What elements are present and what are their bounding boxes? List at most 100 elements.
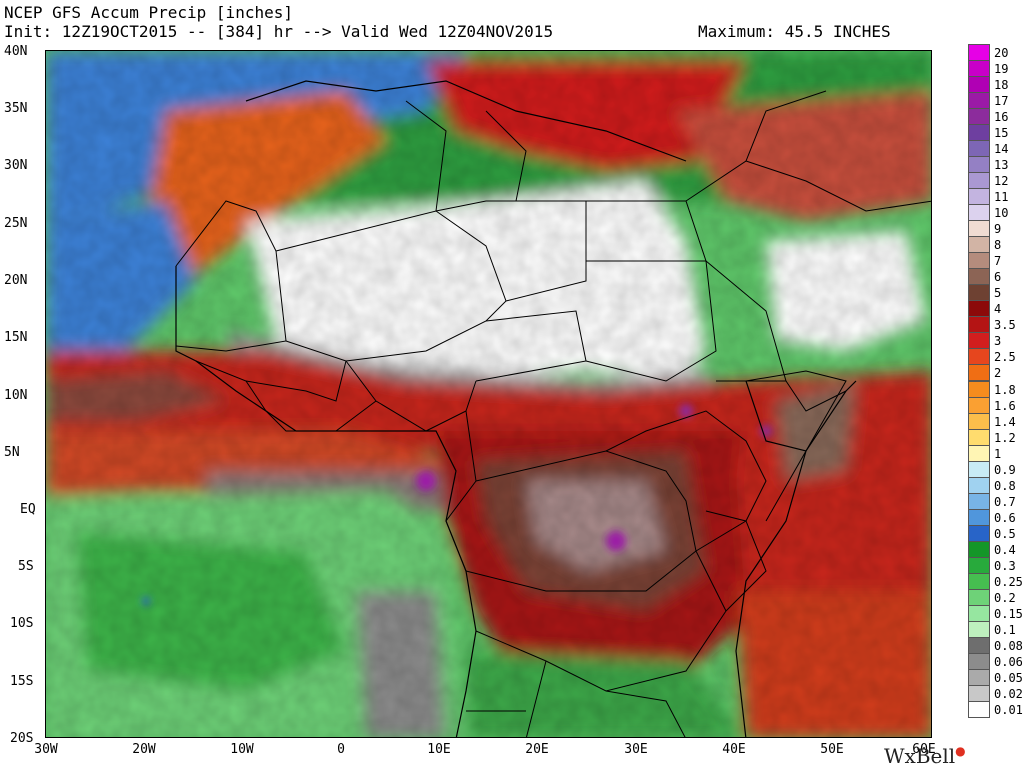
colorbar-label: 13	[994, 158, 1009, 173]
colorbar-label: 4	[994, 302, 1002, 317]
lat-label: 15N	[4, 330, 28, 345]
colorbar-swatch	[968, 204, 990, 222]
colorbar-swatch	[968, 572, 990, 590]
colorbar-label: 12	[994, 174, 1009, 189]
map-title: NCEP GFS Accum Precip [inches]	[4, 3, 293, 22]
colorbar-swatch	[968, 60, 990, 78]
lon-label: 40E	[722, 742, 746, 757]
colorbar-label: 18	[994, 78, 1009, 93]
lat-label: 5N	[4, 445, 20, 460]
colorbar-label: 0.06	[994, 654, 1023, 669]
colorbar-swatch	[968, 492, 990, 510]
colorbar-swatch	[968, 316, 990, 334]
colorbar-label: 8	[994, 238, 1002, 253]
colorbar-swatch	[968, 700, 990, 718]
colorbar-label: 2.5	[994, 350, 1016, 365]
colorbar-label: 6	[994, 270, 1002, 285]
colorbar-swatch	[968, 556, 990, 574]
wxbell-logo: WxBell●	[884, 744, 966, 768]
colorbar-swatch	[968, 236, 990, 254]
colorbar-label: 2	[994, 366, 1002, 381]
lat-label: 10S	[10, 616, 34, 631]
colorbar-label: 7	[994, 254, 1002, 269]
precip-map	[45, 50, 932, 738]
colorbar-label: 0.01	[994, 702, 1023, 717]
colorbar-label: 16	[994, 110, 1009, 125]
lat-label: 20S	[10, 731, 34, 746]
colorbar-label: 0.1	[994, 622, 1016, 637]
colorbar-label: 15	[994, 126, 1009, 141]
colorbar-label: 3.5	[994, 318, 1016, 333]
lon-label: 10W	[230, 742, 254, 757]
colorbar-swatch	[968, 684, 990, 702]
lat-label: 40N	[4, 44, 28, 59]
colorbar-swatch	[968, 364, 990, 382]
colorbar-swatch	[968, 412, 990, 430]
colorbar-label: 20	[994, 46, 1009, 60]
colorbar-swatch	[968, 252, 990, 270]
colorbar-label: 0.6	[994, 510, 1016, 525]
brand-dot-icon: ●	[955, 744, 966, 758]
colorbar-label: 11	[994, 190, 1009, 205]
colorbar-swatch	[968, 188, 990, 206]
lat-label: 25N	[4, 216, 28, 231]
lon-label: 30E	[624, 742, 648, 757]
colorbar-swatch	[968, 284, 990, 302]
lon-label: 30W	[34, 742, 58, 757]
lon-label: 20W	[132, 742, 156, 757]
colorbar-swatch	[968, 268, 990, 286]
colorbar-label: 0.8	[994, 478, 1016, 493]
colorbar-swatch	[968, 332, 990, 350]
colorbar-swatch	[968, 92, 990, 110]
lon-label: 60E	[912, 742, 936, 757]
lat-label: 35N	[4, 101, 28, 116]
colorbar-label: 0.3	[994, 558, 1016, 573]
colorbar-label: 0.7	[994, 494, 1016, 509]
colorbar-label: 9	[994, 222, 1002, 237]
colorbar-swatch	[968, 460, 990, 478]
colorbar-swatch	[968, 476, 990, 494]
colorbar-label: 0.5	[994, 526, 1016, 541]
colorbar-label: 0.25	[994, 574, 1023, 589]
colorbar-swatch	[968, 604, 990, 622]
colorbar-label: 0.2	[994, 590, 1016, 605]
lat-label: 10N	[4, 388, 28, 403]
lat-label: 30N	[4, 158, 28, 173]
colorbar-swatch	[968, 140, 990, 158]
colorbar-label: 1.8	[994, 382, 1016, 397]
colorbar-swatch	[968, 76, 990, 94]
colorbar-swatch	[968, 668, 990, 686]
colorbar-swatch	[968, 396, 990, 414]
colorbar-swatch	[968, 172, 990, 190]
lat-label: EQ	[20, 502, 36, 517]
colorbar-swatch	[968, 620, 990, 638]
colorbar-label: 3	[994, 334, 1002, 349]
colorbar-label: 19	[994, 62, 1009, 77]
precip-field	[46, 51, 931, 737]
colorbar-swatch	[968, 220, 990, 238]
colorbar-label: 1.6	[994, 398, 1016, 413]
lat-label: 20N	[4, 273, 28, 288]
colorbar-swatch	[968, 428, 990, 446]
colorbar-swatch	[968, 124, 990, 142]
colorbar-swatch	[968, 540, 990, 558]
colorbar-swatch	[968, 156, 990, 174]
init-valid-line: Init: 12Z19OCT2015 -- [384] hr --> Valid…	[4, 22, 554, 41]
colorbar-swatch	[968, 348, 990, 366]
maximum-readout: Maximum: 45.5 INCHES	[698, 22, 891, 41]
colorbar-label: 1	[994, 446, 1002, 461]
colorbar-label: 5	[994, 286, 1002, 301]
colorbar-label: 0.9	[994, 462, 1016, 477]
lon-label: 20E	[525, 742, 549, 757]
colorbar-swatch	[968, 300, 990, 318]
colorbar-label: 0.4	[994, 542, 1016, 557]
lat-label: 15S	[10, 674, 34, 689]
brand-text: WxBell	[884, 744, 956, 768]
lat-label: 5S	[18, 559, 34, 574]
colorbar-swatch	[968, 380, 990, 398]
colorbar-swatch	[968, 108, 990, 126]
lon-label: 10E	[427, 742, 451, 757]
colorbar-label: 0.08	[994, 638, 1023, 653]
colorbar-swatch	[968, 444, 990, 462]
colorbar-label: 10	[994, 206, 1009, 221]
